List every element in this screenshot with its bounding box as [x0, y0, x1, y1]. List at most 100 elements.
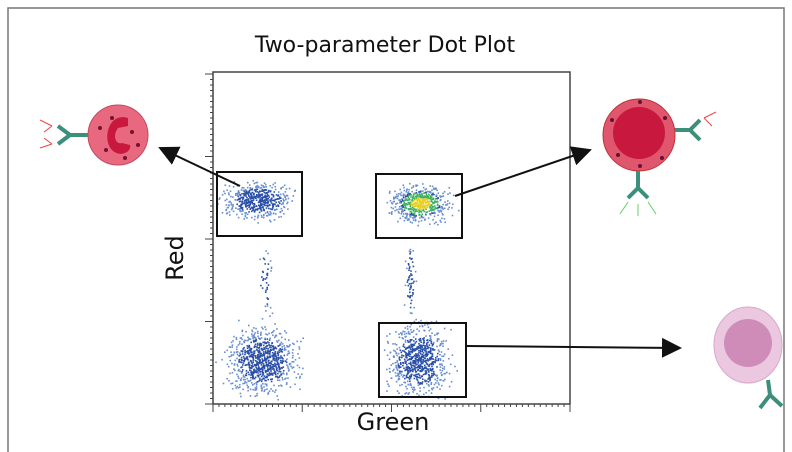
dot — [262, 190, 264, 192]
dot — [276, 395, 279, 397]
dot — [258, 366, 260, 368]
dot — [399, 208, 402, 210]
dot — [262, 216, 265, 219]
dot — [257, 356, 259, 359]
dot — [422, 186, 425, 189]
dot — [410, 196, 412, 198]
dot — [434, 212, 436, 215]
dot — [420, 369, 423, 372]
dot — [257, 363, 259, 366]
dot — [408, 366, 411, 369]
dot — [253, 352, 255, 354]
dot — [275, 356, 278, 358]
dot — [425, 335, 427, 337]
dot — [415, 363, 418, 366]
dot — [422, 209, 425, 211]
dot — [260, 197, 263, 199]
dot — [425, 355, 427, 357]
dot — [403, 330, 406, 333]
dot — [446, 203, 449, 205]
dot — [270, 267, 273, 269]
dot — [425, 191, 427, 194]
dot — [399, 349, 402, 352]
dot — [414, 338, 417, 340]
dot — [409, 275, 411, 277]
dot — [421, 353, 423, 356]
dot — [242, 388, 244, 391]
dot — [226, 206, 229, 209]
dot — [278, 376, 280, 379]
dot — [253, 182, 256, 185]
dot — [251, 365, 253, 367]
dot — [407, 353, 410, 356]
dot — [279, 359, 282, 362]
dot — [249, 366, 252, 369]
dot — [411, 278, 414, 280]
dot — [416, 346, 419, 348]
dot — [251, 330, 254, 333]
dot — [430, 392, 433, 394]
dot — [260, 334, 262, 336]
dot — [433, 215, 436, 218]
dot — [409, 358, 411, 361]
dot — [255, 363, 258, 366]
dot — [261, 276, 263, 278]
dot — [437, 397, 440, 400]
dot — [235, 338, 238, 341]
dot — [432, 219, 434, 221]
dot — [263, 341, 266, 343]
dot — [259, 196, 262, 198]
dot — [268, 371, 271, 374]
dot — [230, 208, 233, 211]
dot — [410, 278, 413, 281]
dot — [252, 375, 254, 377]
dot — [282, 366, 285, 368]
dot — [237, 216, 240, 219]
dot — [266, 373, 269, 375]
dot — [428, 200, 431, 202]
dot — [268, 352, 271, 354]
dot — [269, 353, 271, 355]
dot — [411, 187, 413, 189]
dot — [411, 343, 413, 346]
dot — [260, 352, 263, 355]
dot — [408, 250, 411, 253]
dot — [409, 351, 411, 353]
dot — [274, 391, 276, 393]
dot — [390, 202, 393, 204]
dot — [275, 369, 278, 371]
dot — [419, 206, 422, 209]
dot — [415, 184, 417, 186]
dot — [433, 187, 435, 190]
dot — [272, 357, 275, 359]
dot — [410, 208, 412, 210]
dot — [280, 355, 282, 357]
dot — [427, 347, 429, 350]
dot — [241, 206, 244, 209]
dot — [407, 295, 409, 297]
dot — [393, 349, 395, 352]
dot — [408, 276, 410, 279]
dot — [409, 251, 412, 253]
dot — [413, 361, 416, 363]
dot — [397, 352, 400, 355]
dot — [406, 203, 409, 206]
dot — [422, 216, 425, 219]
dot — [406, 198, 408, 200]
dot — [257, 372, 259, 374]
dot — [270, 346, 272, 349]
dot — [433, 373, 436, 376]
dot — [408, 219, 410, 221]
dot — [274, 351, 277, 353]
dot — [255, 387, 258, 390]
dot — [264, 338, 266, 341]
dot — [419, 195, 421, 198]
dot — [250, 373, 253, 375]
dot — [218, 198, 221, 200]
dot — [253, 371, 255, 374]
dot — [431, 361, 433, 364]
dot — [271, 345, 274, 348]
dot — [231, 206, 234, 209]
dot — [401, 349, 404, 352]
dot — [277, 364, 280, 367]
